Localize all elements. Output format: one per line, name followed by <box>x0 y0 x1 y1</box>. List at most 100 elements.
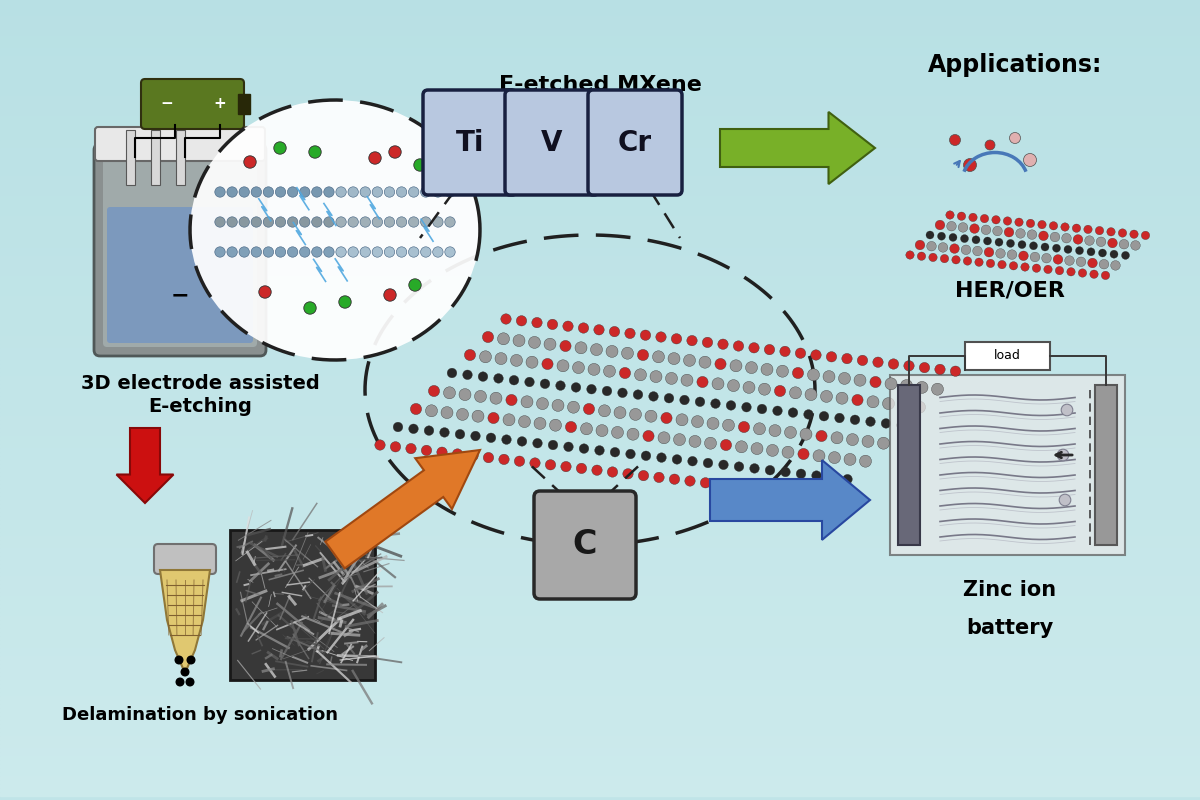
Circle shape <box>187 656 194 664</box>
Bar <box>0 604 1200 608</box>
Circle shape <box>785 426 797 438</box>
Circle shape <box>486 433 496 442</box>
Circle shape <box>534 418 546 430</box>
Bar <box>0 60 1200 64</box>
Bar <box>0 76 1200 80</box>
Circle shape <box>865 417 875 426</box>
Circle shape <box>1111 261 1121 270</box>
Circle shape <box>368 152 382 164</box>
Circle shape <box>764 344 775 355</box>
Circle shape <box>950 366 961 377</box>
Bar <box>0 88 1200 92</box>
Bar <box>0 148 1200 152</box>
Bar <box>0 552 1200 556</box>
Circle shape <box>396 186 407 198</box>
Bar <box>0 700 1200 704</box>
Bar <box>0 24 1200 28</box>
Circle shape <box>186 678 194 686</box>
Circle shape <box>482 331 493 342</box>
Text: −: − <box>170 285 190 305</box>
Bar <box>0 392 1200 396</box>
Circle shape <box>176 678 184 686</box>
Bar <box>0 752 1200 756</box>
Circle shape <box>722 419 734 431</box>
Bar <box>0 608 1200 612</box>
Bar <box>0 576 1200 580</box>
Circle shape <box>661 413 672 424</box>
Circle shape <box>1015 218 1024 226</box>
Circle shape <box>348 186 359 198</box>
Circle shape <box>488 413 499 424</box>
Bar <box>0 40 1200 44</box>
Circle shape <box>215 217 226 227</box>
Circle shape <box>798 448 809 459</box>
Bar <box>0 136 1200 140</box>
Circle shape <box>700 356 712 368</box>
Bar <box>0 488 1200 492</box>
Bar <box>0 308 1200 312</box>
Bar <box>0 180 1200 184</box>
Bar <box>0 640 1200 644</box>
Circle shape <box>947 222 956 231</box>
Circle shape <box>1084 225 1092 234</box>
Circle shape <box>274 142 287 154</box>
Circle shape <box>896 421 906 430</box>
Bar <box>0 712 1200 716</box>
Bar <box>0 596 1200 600</box>
Bar <box>0 424 1200 428</box>
Circle shape <box>623 469 634 479</box>
Bar <box>0 64 1200 68</box>
Circle shape <box>1108 238 1117 248</box>
Circle shape <box>937 232 946 240</box>
Circle shape <box>420 246 431 258</box>
Bar <box>0 624 1200 628</box>
Bar <box>0 584 1200 588</box>
Bar <box>0 660 1200 664</box>
Bar <box>0 748 1200 752</box>
Bar <box>0 760 1200 764</box>
Circle shape <box>917 252 925 261</box>
Circle shape <box>542 358 553 370</box>
Circle shape <box>821 390 833 402</box>
Circle shape <box>575 342 587 354</box>
Circle shape <box>571 382 581 392</box>
Bar <box>150 130 160 185</box>
Bar <box>0 480 1200 484</box>
Circle shape <box>1130 241 1140 250</box>
Bar <box>0 676 1200 680</box>
Bar <box>0 160 1200 164</box>
Circle shape <box>300 246 310 258</box>
Circle shape <box>372 186 383 198</box>
Circle shape <box>460 389 472 401</box>
Circle shape <box>995 238 1003 246</box>
Circle shape <box>1021 262 1030 271</box>
Bar <box>0 20 1200 24</box>
Circle shape <box>263 217 274 227</box>
Circle shape <box>634 390 643 399</box>
Circle shape <box>288 217 298 227</box>
Circle shape <box>468 450 479 461</box>
Circle shape <box>1039 231 1049 241</box>
Circle shape <box>958 212 966 220</box>
Text: battery: battery <box>966 618 1054 638</box>
Circle shape <box>563 321 574 331</box>
Circle shape <box>312 217 322 227</box>
Circle shape <box>560 462 571 472</box>
Bar <box>0 560 1200 564</box>
Bar <box>0 704 1200 708</box>
Bar <box>0 672 1200 676</box>
Circle shape <box>926 231 934 239</box>
Circle shape <box>587 385 596 394</box>
Circle shape <box>1027 230 1037 239</box>
Circle shape <box>360 217 371 227</box>
Circle shape <box>691 416 703 427</box>
Circle shape <box>1097 237 1106 246</box>
Circle shape <box>564 442 574 451</box>
Circle shape <box>1085 236 1094 246</box>
Bar <box>0 144 1200 148</box>
Circle shape <box>996 249 1006 258</box>
Circle shape <box>707 418 719 430</box>
Circle shape <box>1118 229 1127 237</box>
Circle shape <box>992 215 1001 224</box>
Bar <box>0 740 1200 744</box>
